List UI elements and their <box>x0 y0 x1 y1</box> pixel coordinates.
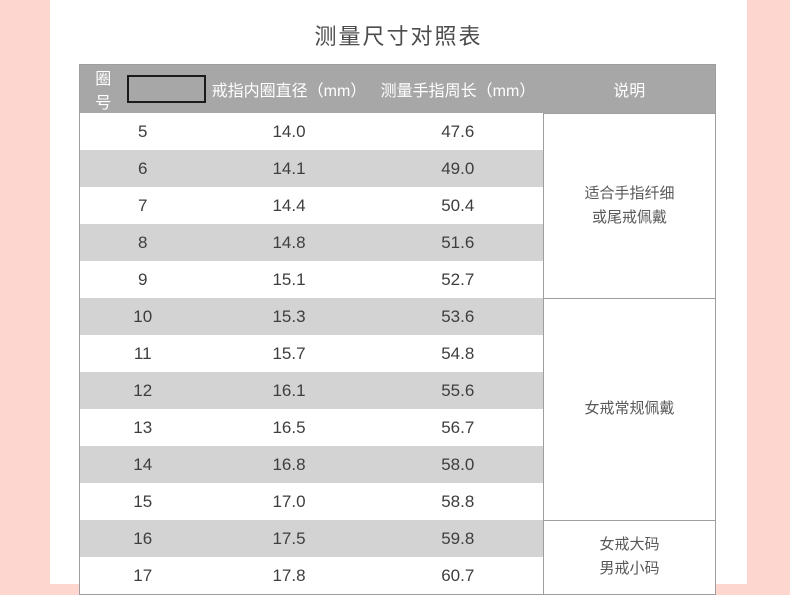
note-line: 适合手指纤细 <box>584 184 675 202</box>
circumference-cell: 55.6 <box>372 372 544 409</box>
note-line: 女戒常规佩戴 <box>584 400 675 417</box>
table-row: 11 15.7 54.8 <box>79 335 716 372</box>
page-title: 测量尺寸对照表 <box>314 24 483 49</box>
circumference-cell: 52.7 <box>372 261 544 298</box>
diameter-cell: 16.1 <box>205 372 373 409</box>
ring-size-cell: 14 <box>79 446 206 483</box>
circumference-cell: 54.8 <box>372 335 544 372</box>
size-table: 圈号 戒指内圈直径（mm） 测量手指周长（mm） 说明 5 14.0 47.6 … <box>79 64 716 595</box>
circumference-cell: 49.0 <box>372 150 544 187</box>
circumference-cell: 60.7 <box>372 557 544 595</box>
ring-size-cell: 6 <box>79 150 206 187</box>
diameter-cell: 14.8 <box>205 224 373 261</box>
table-row: 6 14.1 49.0 <box>79 150 716 187</box>
note-cell: 女戒常规佩戴 <box>543 297 716 520</box>
circumference-cell: 50.4 <box>372 187 544 224</box>
table-row: 14 16.8 58.0 <box>79 446 716 483</box>
table-row: 9 15.1 52.7 <box>79 261 716 298</box>
ring-size-cell: 13 <box>79 409 206 446</box>
table-row: 5 14.0 47.6 适合手指纤细 或尾戒佩戴 <box>79 112 716 298</box>
ring-size-cell: 16 <box>79 520 206 557</box>
content-card: 测量尺寸对照表 圈号 戒指内圈直径（mm） 测量手指周长（mm） 说明 <box>50 0 747 595</box>
header-ring-size: 圈号 <box>79 64 206 113</box>
ring-size-cell: 15 <box>79 483 206 520</box>
header-finger-circumference: 测量手指周长（mm） <box>372 64 544 113</box>
table-row: 13 16.5 56.7 <box>79 409 716 446</box>
diameter-cell: 14.1 <box>205 150 373 187</box>
circumference-cell: 58.0 <box>372 446 544 483</box>
ring-size-cell: 10 <box>79 298 206 335</box>
ring-size-cell: 8 <box>79 224 206 261</box>
ring-size-cell: 7 <box>79 187 206 224</box>
table-row: 15 17.0 58.8 <box>79 483 716 520</box>
diameter-cell: 15.1 <box>205 261 373 298</box>
header-ring-size-label: 圈号 <box>95 71 112 112</box>
diameter-cell: 14.4 <box>205 187 373 224</box>
circumference-cell: 47.6 <box>372 113 544 150</box>
diameter-cell: 16.8 <box>205 446 373 483</box>
table-header-row: 圈号 戒指内圈直径（mm） 测量手指周长（mm） 说明 <box>79 64 716 113</box>
note-line: 或尾戒佩戴 <box>591 208 667 226</box>
note-line: 男戒小码 <box>599 560 660 578</box>
header-notes: 说明 <box>543 64 716 113</box>
diameter-cell: 17.0 <box>205 483 373 520</box>
note-cell: 适合手指纤细 或尾戒佩戴 <box>543 112 716 298</box>
diameter-cell: 17.8 <box>205 557 373 595</box>
ring-size-cell: 12 <box>79 372 206 409</box>
diameter-cell: 17.5 <box>205 520 373 557</box>
circumference-cell: 56.7 <box>372 409 544 446</box>
table-row: 16 17.5 59.8 女戒大码 男戒小码 <box>79 519 716 595</box>
note-cell: 女戒大码 男戒小码 <box>543 519 716 595</box>
diameter-cell: 15.7 <box>205 335 373 372</box>
diameter-cell: 14.0 <box>205 113 373 150</box>
header-redaction-box <box>126 75 206 103</box>
ring-size-cell: 9 <box>79 261 206 298</box>
diameter-cell: 15.3 <box>205 298 373 335</box>
header-inner-diameter: 戒指内圈直径（mm） <box>205 64 373 113</box>
ring-size-cell: 17 <box>79 557 206 595</box>
ring-size-cell: 11 <box>79 335 206 372</box>
diameter-cell: 16.5 <box>205 409 373 446</box>
table-row: 7 14.4 50.4 <box>79 187 716 224</box>
note-line: 女戒大码 <box>599 536 660 554</box>
circumference-cell: 51.6 <box>372 224 544 261</box>
ring-size-cell: 5 <box>79 113 206 150</box>
table-row: 8 14.8 51.6 <box>79 224 716 261</box>
circumference-cell: 59.8 <box>372 520 544 557</box>
table-row: 12 16.1 55.6 <box>79 372 716 409</box>
circumference-cell: 58.8 <box>372 483 544 520</box>
table-row: 10 15.3 53.6 女戒常规佩戴 <box>79 297 716 520</box>
circumference-cell: 53.6 <box>372 298 544 335</box>
